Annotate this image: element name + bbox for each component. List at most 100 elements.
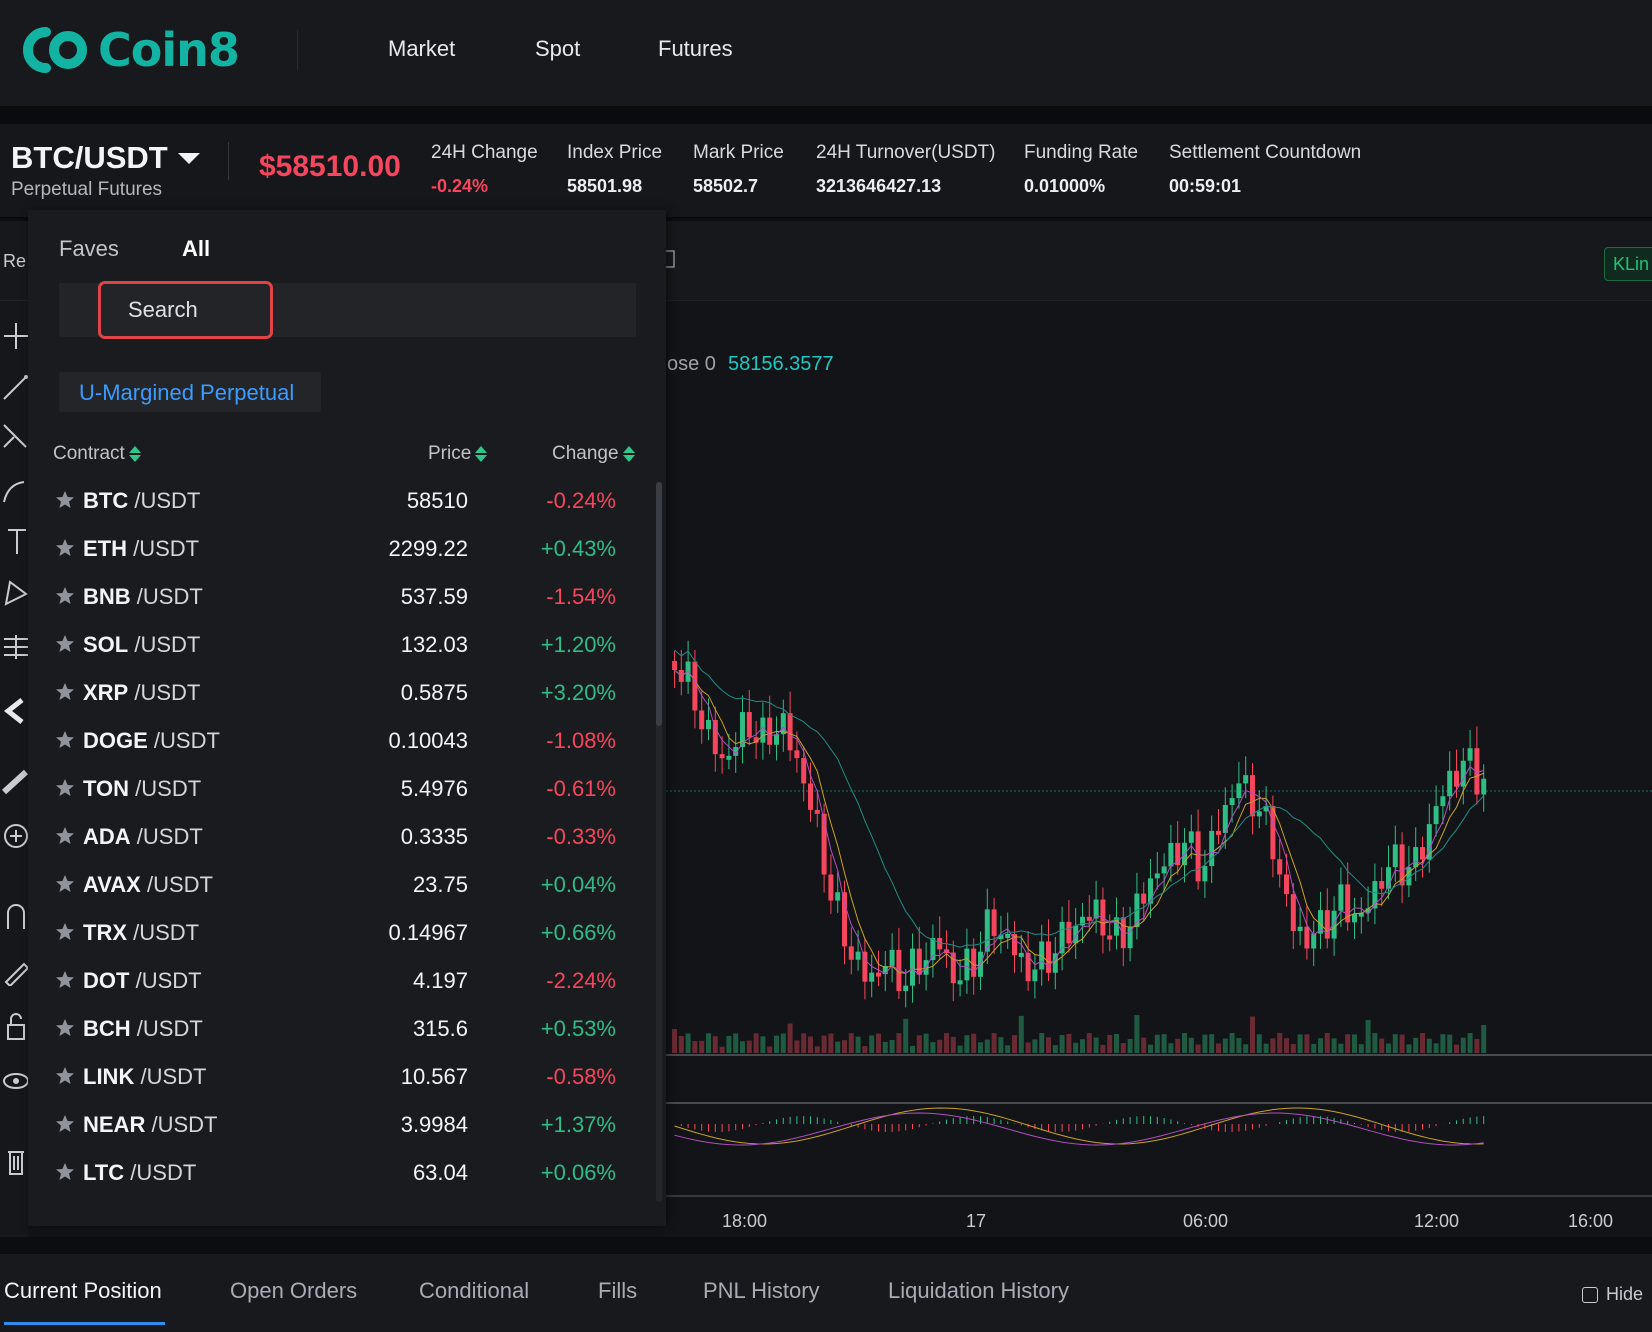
candle-body (719, 754, 725, 759)
column-header-price[interactable]: Price (428, 443, 488, 465)
candle-body (991, 909, 997, 936)
candle-body (1005, 933, 1011, 938)
search-input[interactable] (128, 297, 428, 323)
volume-bar (1127, 1038, 1133, 1053)
volume-bar (1392, 1034, 1398, 1053)
contract-base: DOT (83, 968, 130, 993)
pair-selector[interactable]: BTC/USDT (11, 140, 200, 176)
star-icon[interactable] (55, 490, 75, 510)
star-icon[interactable] (55, 922, 75, 942)
collapse-arrow-icon[interactable] (2, 696, 28, 726)
fib-tool-icon[interactable] (2, 421, 28, 451)
tab-all[interactable]: All (182, 236, 211, 261)
candle-body (1372, 881, 1378, 909)
star-icon[interactable] (55, 874, 75, 894)
contract-row[interactable]: DOT /USDT 4.197 -2.24% (28, 958, 648, 1006)
volume-bar (685, 1033, 691, 1053)
column-header-contract[interactable]: Contract (53, 443, 141, 465)
contract-price: 2299.22 (388, 536, 468, 561)
star-icon[interactable] (55, 586, 75, 606)
candle-body (712, 719, 718, 755)
kline-button[interactable]: KLin (1604, 247, 1652, 281)
star-icon[interactable] (55, 826, 75, 846)
star-icon[interactable] (55, 682, 75, 702)
zoom-in-icon[interactable] (2, 821, 28, 851)
contract-row[interactable]: ADA /USDT 0.3335 -0.33% (28, 814, 648, 862)
nav-market[interactable]: Market (388, 36, 456, 61)
contract-row[interactable]: TON /USDT 5.4976 -0.61% (28, 766, 648, 814)
candlestick-chart[interactable] (0, 221, 1652, 1237)
text-tool-icon[interactable] (2, 526, 28, 556)
contract-row[interactable]: SOL /USDT 132.03 +1.20% (28, 622, 648, 670)
candle-body (1277, 859, 1283, 875)
brush-icon[interactable] (2, 476, 28, 506)
ruler-icon[interactable] (2, 766, 28, 796)
volume-bar (835, 1041, 841, 1053)
fullscreen-icon[interactable] (664, 249, 680, 269)
eye-icon[interactable] (2, 1066, 28, 1096)
pattern-tool-icon[interactable] (2, 576, 28, 606)
contract-row[interactable]: DOGE /USDT 0.10043 -1.08% (28, 718, 648, 766)
star-icon[interactable] (55, 1114, 75, 1134)
volume-bar (1216, 1043, 1221, 1053)
tab-faves[interactable]: Faves (59, 236, 119, 261)
contract-row[interactable]: BNB /USDT 537.59 -1.54% (28, 574, 648, 622)
contract-row[interactable]: BTC /USDT 58510 -0.24% (28, 478, 648, 526)
scrollbar-thumb[interactable] (656, 482, 662, 726)
pencil-lock-icon[interactable] (2, 956, 28, 986)
coin8-logo[interactable]: Coin8 (16, 22, 240, 78)
trash-icon[interactable] (2, 1146, 28, 1176)
star-icon[interactable] (55, 730, 75, 750)
stat-funding-rate: Funding Rate 0.01000% (1024, 142, 1138, 197)
star-icon[interactable] (55, 1018, 75, 1038)
hide-label: Hide (1606, 1284, 1644, 1304)
contract-row[interactable]: XRP /USDT 0.5875 +3.20% (28, 670, 648, 718)
nav-spot[interactable]: Spot (535, 36, 581, 61)
candle-body (1426, 824, 1432, 860)
projection-tool-icon[interactable] (2, 631, 28, 661)
star-icon[interactable] (55, 1066, 75, 1086)
tab-open-orders[interactable]: Open Orders (230, 1278, 358, 1303)
candle-body (1379, 881, 1385, 889)
contract-quote: /USDT (136, 824, 203, 849)
tab-pnl-history[interactable]: PNL History (703, 1278, 820, 1303)
star-icon[interactable] (55, 538, 75, 558)
nav-futures[interactable]: Futures (658, 36, 733, 61)
candle-body (1093, 899, 1099, 919)
contract-row[interactable]: LINK /USDT 10.567 -0.58% (28, 1054, 648, 1102)
contract-row[interactable]: BCH /USDT 315.6 +0.53% (28, 1006, 648, 1054)
sort-icon (622, 445, 635, 463)
volume-bar (1018, 1015, 1024, 1053)
scrollbar-track[interactable] (656, 482, 662, 1202)
candle-body (1318, 910, 1323, 934)
candle-body (760, 717, 766, 743)
column-header-change[interactable]: Change (552, 443, 635, 465)
star-icon[interactable] (55, 970, 75, 990)
magnet-icon[interactable] (2, 901, 28, 931)
lock-icon[interactable] (2, 1011, 28, 1041)
market-type-chip[interactable]: U-Margined Perpetual (59, 372, 321, 412)
pair-name: BTC/USDT (11, 140, 168, 175)
contract-row[interactable]: ETH /USDT 2299.22 +0.43% (28, 526, 648, 574)
toolbar-realtime-tab[interactable]: Re (3, 251, 27, 271)
star-icon[interactable] (55, 778, 75, 798)
tab-conditional[interactable]: Conditional (419, 1278, 530, 1303)
volume-bar (1406, 1044, 1412, 1053)
tab-liquidation-history[interactable]: Liquidation History (888, 1278, 1069, 1303)
tab-fills[interactable]: Fills (598, 1278, 638, 1303)
volume-bar (1141, 1037, 1147, 1053)
crosshair-icon[interactable] (2, 321, 28, 351)
contract-row[interactable]: LTC /USDT 63.04 +0.06% (28, 1150, 648, 1198)
tab-current-position[interactable]: Current Position (4, 1278, 162, 1303)
sort-icon (128, 445, 141, 463)
star-icon[interactable] (55, 634, 75, 654)
star-icon[interactable] (55, 1162, 75, 1182)
volume-bar (882, 1041, 888, 1053)
contract-row[interactable]: TRX /USDT 0.14967 +0.66% (28, 910, 648, 958)
contract-row[interactable]: NEAR /USDT 3.9984 +1.37% (28, 1102, 648, 1150)
volume-bar (916, 1035, 922, 1053)
contract-row[interactable]: AVAX /USDT 23.75 +0.04% (28, 862, 648, 910)
contract-change: -0.24% (546, 488, 616, 513)
hide-checkbox[interactable]: Hide (1582, 1284, 1643, 1305)
trend-line-icon[interactable] (2, 371, 28, 401)
